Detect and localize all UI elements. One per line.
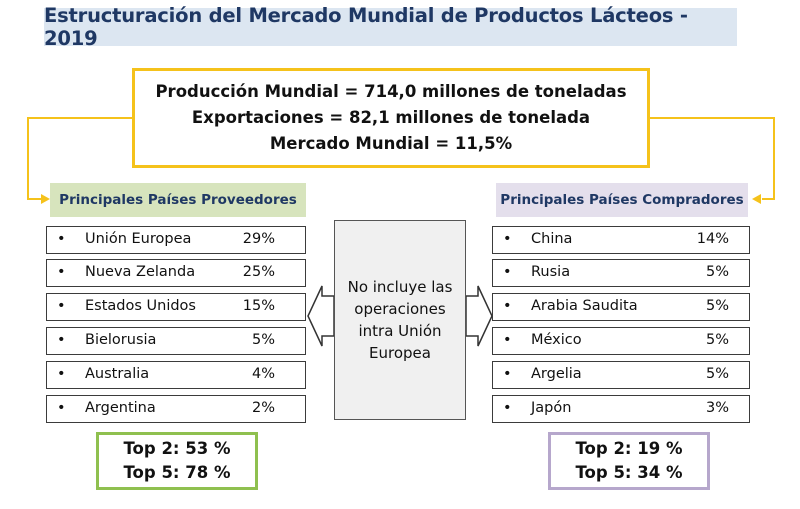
diagram-title: Estructuración del Mercado Mundial de Pr…: [44, 4, 737, 50]
bullet: •: [57, 400, 66, 416]
summary-to-buyers-connector: [650, 117, 775, 200]
suppliers-top5: Top 5: 78 %: [123, 463, 231, 482]
bullet: •: [57, 332, 66, 348]
buyer-country: China: [531, 231, 573, 247]
buyers-top5: Top 5: 34 %: [575, 463, 683, 482]
supplier-row: • Unión Europea 29%: [46, 226, 306, 254]
buyer-country: Japón: [531, 400, 572, 416]
suppliers-header-text: Principales Países Proveedores: [59, 192, 297, 208]
bullet: •: [57, 264, 66, 280]
buyer-country: Argelia: [531, 366, 582, 382]
supplier-country: Argentina: [85, 400, 156, 416]
bullet: •: [503, 298, 512, 314]
buyers-connector-arrowhead: [752, 194, 761, 204]
bullet: •: [503, 400, 512, 416]
buyer-share: 5%: [705, 264, 729, 280]
bullet: •: [57, 298, 66, 314]
buyer-row: • México 5%: [492, 327, 750, 355]
world-production-line: Producción Mundial = 714,0 millones de t…: [155, 82, 627, 101]
suppliers-header: Principales Países Proveedores: [50, 183, 306, 217]
supplier-share: 2%: [251, 400, 275, 416]
supplier-share: 15%: [242, 298, 275, 314]
supplier-share: 4%: [251, 366, 275, 382]
buyer-country: Rusia: [531, 264, 571, 280]
supplier-country: Bielorusia: [85, 332, 157, 348]
suppliers-connector-arrowhead: [41, 194, 50, 204]
buyer-share: 3%: [705, 400, 729, 416]
buyer-share: 5%: [705, 298, 729, 314]
supplier-row: • Bielorusia 5%: [46, 327, 306, 355]
buyer-row: • China 14%: [492, 226, 750, 254]
suppliers-top2: Top 2: 53 %: [123, 439, 231, 458]
exports-line: Exportaciones = 82,1 millones de tonelad…: [191, 108, 591, 127]
buyers-top2: Top 2: 19 %: [575, 439, 683, 458]
diagram-title-text: Estructuración del Mercado Mundial de Pr…: [44, 4, 688, 50]
intra-eu-note-text: No incluye las operaciones intra Unión E…: [347, 278, 453, 362]
world-market-line: Mercado Mundial = 11,5%: [269, 134, 513, 153]
buyers-header-text: Principales Países Compradores: [500, 192, 744, 208]
bullet: •: [503, 366, 512, 382]
bullet: •: [57, 366, 66, 382]
supplier-row: • Argentina 2%: [46, 395, 306, 423]
buyer-country: Arabia Saudita: [531, 298, 638, 314]
world-market-summary-box: Producción Mundial = 714,0 millones de t…: [132, 68, 650, 168]
bullet: •: [503, 264, 512, 280]
buyer-country: México: [531, 332, 582, 348]
supplier-row: • Estados Unidos 15%: [46, 293, 306, 321]
bullet: •: [503, 231, 512, 247]
note-left-arrow: [307, 285, 335, 347]
supplier-country: Nueva Zelanda: [85, 264, 196, 280]
supplier-share: 29%: [242, 231, 275, 247]
supplier-country: Australia: [85, 366, 150, 382]
buyer-row: • Japón 3%: [492, 395, 750, 423]
supplier-share: 5%: [251, 332, 275, 348]
buyer-row: • Rusia 5%: [492, 259, 750, 287]
buyer-row: • Argelia 5%: [492, 361, 750, 389]
buyers-header: Principales Países Compradores: [496, 183, 748, 217]
note-right-arrow: [465, 285, 493, 347]
bullet: •: [503, 332, 512, 348]
suppliers-top-summary: Top 2: 53 % Top 5: 78 %: [96, 432, 258, 490]
supplier-country: Estados Unidos: [85, 298, 196, 314]
buyers-top-summary: Top 2: 19 % Top 5: 34 %: [548, 432, 710, 490]
buyer-share: 5%: [705, 366, 729, 382]
intra-eu-note: No incluye las operaciones intra Unión E…: [334, 220, 466, 420]
bullet: •: [57, 231, 66, 247]
buyer-share: 14%: [696, 231, 729, 247]
supplier-share: 25%: [242, 264, 275, 280]
supplier-country: Unión Europea: [85, 231, 192, 247]
buyer-row: • Arabia Saudita 5%: [492, 293, 750, 321]
supplier-row: • Australia 4%: [46, 361, 306, 389]
supplier-row: • Nueva Zelanda 25%: [46, 259, 306, 287]
buyer-share: 5%: [705, 332, 729, 348]
summary-to-suppliers-connector: [27, 117, 132, 200]
